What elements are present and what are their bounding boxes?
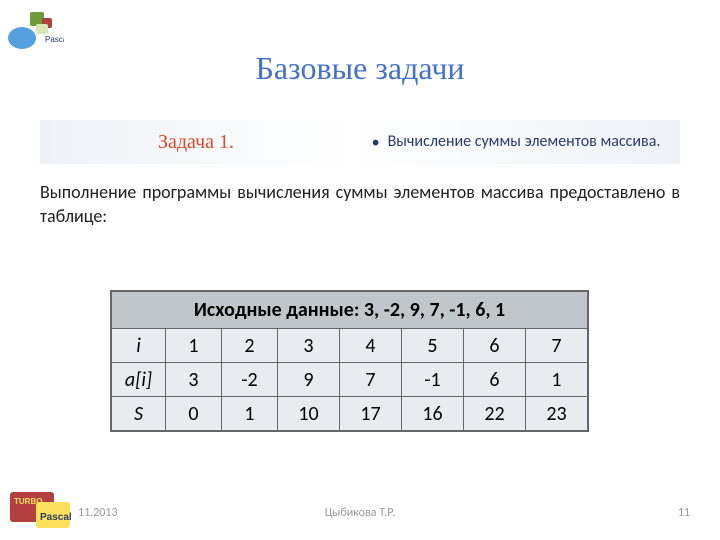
table-cell: 22	[464, 397, 526, 431]
row-label: i	[112, 329, 166, 363]
slide: Pascal Базовые задачи Задача 1. • Вычисл…	[0, 0, 720, 540]
table-cell: 3	[166, 363, 222, 397]
table-cell: 2	[222, 329, 278, 363]
task-bar: Задача 1. • Вычисление суммы элементов м…	[40, 120, 680, 164]
table-cell: 5	[402, 329, 464, 363]
paragraph-text: Выполнение программы вычисления суммы эл…	[40, 180, 680, 229]
table-merged-header: Исходные данные: 3, -2, 9, 7, -1, 6, 1	[112, 292, 588, 329]
table-header-row: Исходные данные: 3, -2, 9, 7, -1, 6, 1	[112, 292, 588, 329]
table-cell: 23	[526, 397, 588, 431]
table-cell: 10	[278, 397, 340, 431]
table-cell: -1	[402, 363, 464, 397]
pascal-logo-icon: Pascal	[8, 8, 64, 54]
data-table: Исходные данные: 3, -2, 9, 7, -1, 6, 1 i…	[110, 290, 589, 432]
table-cell: -2	[222, 363, 278, 397]
footer-page-number: 11	[678, 506, 690, 520]
task-number-box: Задача 1.	[40, 120, 352, 164]
row-label: S	[112, 397, 166, 431]
table-cell: 1	[222, 397, 278, 431]
table-row: a[i] 3 -2 9 7 -1 6 1	[112, 363, 588, 397]
table-cell: 1	[166, 329, 222, 363]
table-cell: 17	[340, 397, 402, 431]
table-cell: 6	[464, 329, 526, 363]
slide-title: Базовые задачи	[0, 50, 720, 87]
table-cell: 7	[340, 363, 402, 397]
task-description-text: Вычисление суммы элементов массива.	[388, 132, 661, 151]
table-cell: 6	[464, 363, 526, 397]
table-cell: 3	[278, 329, 340, 363]
table-cell: 1	[526, 363, 588, 397]
table-row: i 1 2 3 4 5 6 7	[112, 329, 588, 363]
table-cell: 9	[278, 363, 340, 397]
table-cell: 7	[526, 329, 588, 363]
row-label: a[i]	[112, 363, 166, 397]
task-description-box: • Вычисление суммы элементов массива.	[352, 120, 680, 164]
table-cell: 0	[166, 397, 222, 431]
table-cell: 4	[340, 329, 402, 363]
task-number-label: Задача 1.	[158, 131, 234, 154]
bullet-icon: •	[372, 133, 380, 152]
svg-text:Pascal: Pascal	[45, 35, 64, 44]
table-row: S 0 1 10 17 16 22 23	[112, 397, 588, 431]
footer-author: Цыбикова Т.Р.	[0, 506, 720, 520]
table-cell: 16	[402, 397, 464, 431]
